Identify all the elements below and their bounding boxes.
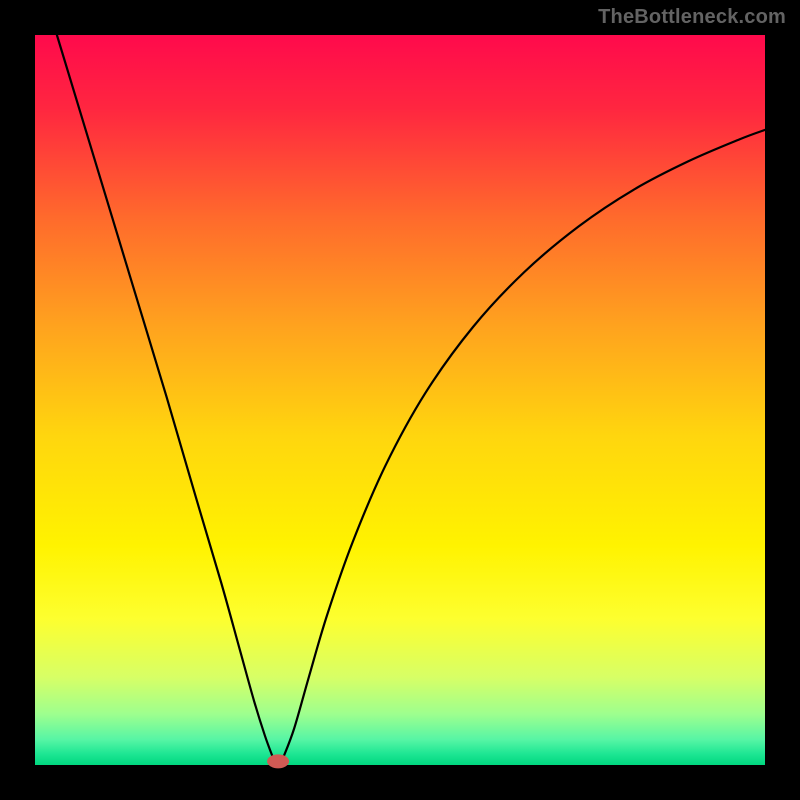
plot-gradient-background xyxy=(35,35,765,765)
minimum-marker xyxy=(267,754,289,768)
chart-container: TheBottleneck.com xyxy=(0,0,800,800)
bottleneck-chart xyxy=(0,0,800,800)
watermark-text: TheBottleneck.com xyxy=(598,6,786,29)
